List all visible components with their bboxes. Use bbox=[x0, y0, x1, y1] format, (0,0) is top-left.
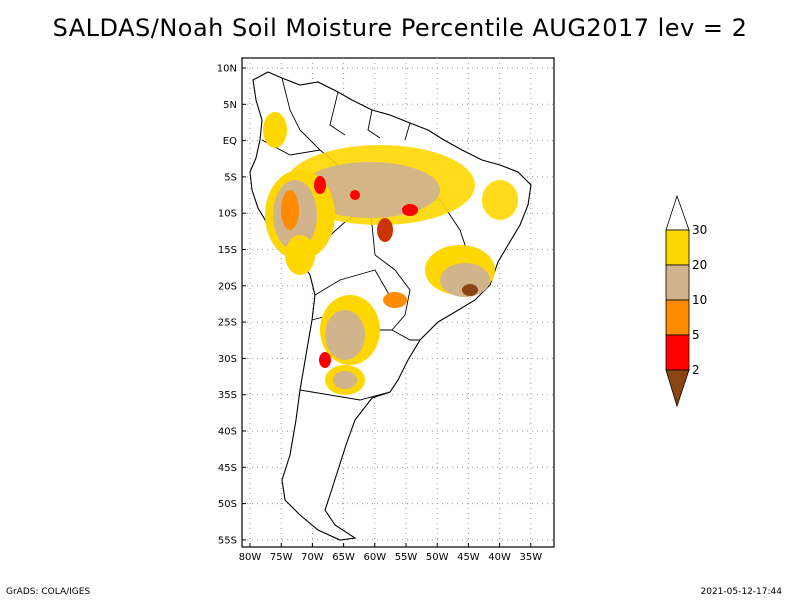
lon-tick-label: 35W bbox=[519, 552, 542, 563]
lon-tick-label: 45W bbox=[457, 552, 480, 563]
lon-tick-label: 40W bbox=[488, 552, 511, 563]
lat-tick-label: 35S bbox=[218, 390, 237, 401]
legend-colorbar: 30 20 10 5 2 bbox=[665, 194, 707, 408]
lon-tick-label: 75W bbox=[270, 552, 293, 563]
lon-tick-label: 65W bbox=[332, 552, 355, 563]
legend-above-30 bbox=[665, 194, 690, 231]
lat-tick-label: 5N bbox=[223, 100, 237, 111]
lon-tick-label: 80W bbox=[239, 552, 262, 563]
legend-label-30: 30 bbox=[692, 223, 707, 237]
lat-tick-label: 50S bbox=[218, 499, 237, 510]
lon-tick-label: 55W bbox=[395, 552, 418, 563]
lat-tick-label: 55S bbox=[218, 535, 237, 546]
lon-tick-label: 70W bbox=[301, 552, 324, 563]
lat-tick-label: 5S bbox=[224, 172, 237, 183]
legend-20-30 bbox=[665, 229, 690, 266]
legend-label-5: 5 bbox=[692, 328, 700, 342]
legend-label-20: 20 bbox=[692, 258, 707, 272]
lat-tick-label: EQ bbox=[223, 136, 237, 147]
lat-tick-label: 45S bbox=[218, 463, 237, 474]
lat-tick-label: 10N bbox=[217, 64, 237, 75]
lat-tick-label: 10S bbox=[218, 209, 237, 220]
footer-timestamp: 2021-05-12-17:44 bbox=[700, 587, 783, 597]
legend-10-20 bbox=[665, 264, 690, 301]
lat-tick-label: 30S bbox=[218, 354, 237, 365]
legend-label-2: 2 bbox=[692, 363, 700, 377]
legend-below-2 bbox=[665, 369, 690, 408]
lat-tick-label: 25S bbox=[218, 318, 237, 329]
latitude-labels: 10N 5N EQ 5S 10S 15S 20S 25S 30S 35S 40S 45S 50S 55S bbox=[217, 64, 246, 546]
map-title: SALDAS/Noah Soil Moisture Percentile AUG… bbox=[52, 14, 748, 42]
lat-tick-label: 20S bbox=[218, 281, 237, 292]
lon-tick-label: 50W bbox=[426, 552, 449, 563]
lon-tick-label: 60W bbox=[363, 552, 386, 563]
footer-credit: GrADS: COLA/IGES bbox=[6, 587, 91, 597]
legend-label-10: 10 bbox=[692, 293, 707, 307]
lat-tick-label: 40S bbox=[218, 427, 237, 438]
lat-tick-label: 15S bbox=[218, 245, 237, 256]
legend-2-5 bbox=[665, 334, 690, 371]
legend-5-10 bbox=[665, 299, 690, 336]
soil-moisture-field bbox=[263, 112, 518, 395]
longitude-labels: 80W 75W 70W 65W 60W 55W 50W 45W 40W 35W bbox=[239, 543, 542, 563]
